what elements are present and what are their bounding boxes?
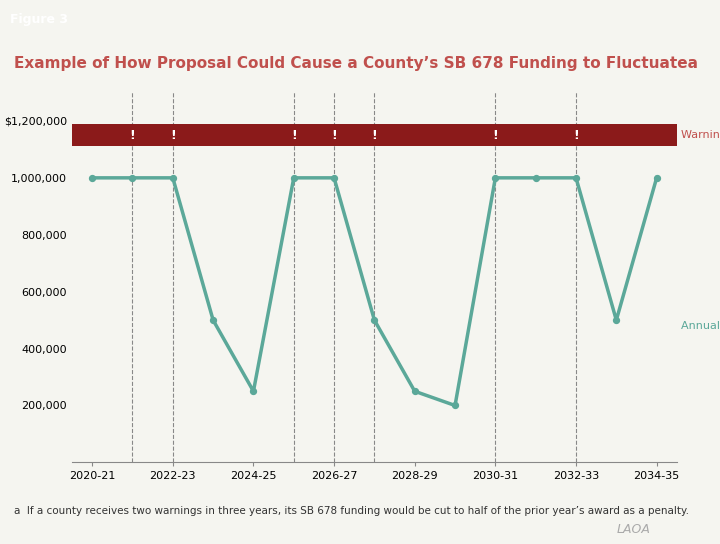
Point <box>490 174 501 182</box>
Circle shape <box>0 125 720 145</box>
Point <box>86 174 98 182</box>
Point <box>328 174 340 182</box>
Point <box>449 401 461 410</box>
Text: !: ! <box>170 129 176 141</box>
Text: !: ! <box>573 129 579 141</box>
Circle shape <box>0 125 720 145</box>
Point <box>651 174 662 182</box>
Point <box>369 316 380 324</box>
Point <box>530 174 541 182</box>
Point <box>570 174 582 182</box>
Point <box>611 316 622 324</box>
Point <box>409 387 420 395</box>
Circle shape <box>0 125 720 145</box>
Circle shape <box>0 125 720 145</box>
Point <box>248 387 259 395</box>
Point <box>167 174 179 182</box>
Text: a  If a county receives two warnings in three years, its SB 678 funding would be: a If a county receives two warnings in t… <box>14 506 690 516</box>
Point <box>127 174 138 182</box>
Circle shape <box>0 125 720 145</box>
Point <box>207 316 219 324</box>
Text: !: ! <box>492 129 498 141</box>
Text: Example of How Proposal Could Cause a County’s SB 678 Funding to Fluctuatea: Example of How Proposal Could Cause a Co… <box>14 56 698 71</box>
Text: Annual Funding Level: Annual Funding Level <box>681 321 720 331</box>
Circle shape <box>0 125 720 145</box>
Text: !: ! <box>291 129 297 141</box>
Text: !: ! <box>130 129 135 141</box>
Text: LAOA: LAOA <box>616 523 651 536</box>
Point <box>288 174 300 182</box>
Text: !: ! <box>372 129 377 141</box>
Text: Figure 3: Figure 3 <box>10 13 68 26</box>
Text: Warning Received: Warning Received <box>681 130 720 140</box>
Text: !: ! <box>331 129 337 141</box>
Circle shape <box>0 125 720 145</box>
